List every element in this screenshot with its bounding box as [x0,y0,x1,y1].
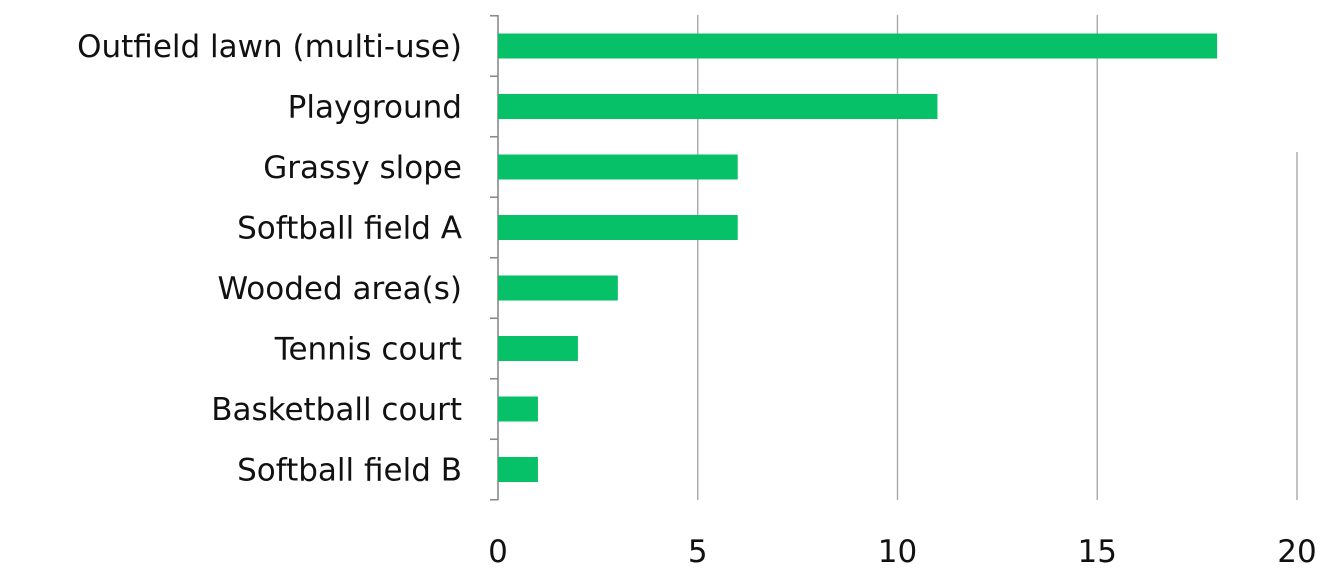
bar-softball-field-a [498,215,738,240]
y-axis [490,14,499,501]
bar-tennis-court [498,336,578,361]
bar-outfield-lawn-multi-use [498,33,1218,59]
x-tick-label: 15 [1078,534,1117,568]
category-label: Softball field A [237,211,462,247]
bar-softball-field-b [498,457,538,482]
bars [498,33,1218,482]
bar-wooded-area-s [498,275,618,301]
gridlines [697,15,1298,500]
category-labels: Outfield lawn (multi-use) Playground Grass… [77,29,462,489]
bar-basketball-court [498,396,538,422]
category-label: Tennis court [274,332,462,368]
bar-playground [498,94,938,119]
bar-grassy-slope [498,154,738,180]
x-tick-label: 20 [1277,534,1316,568]
category-label: Outfield lawn (multi-use) [77,29,462,65]
category-label: Playground [288,90,462,126]
category-label: Basketball court [211,392,462,428]
category-label: Softball field B [237,453,462,489]
category-label: Grassy slope [263,150,462,186]
category-label: Wooded area(s) [217,271,462,307]
x-tick-label: 5 [688,534,708,568]
x-tick-label: 10 [878,534,917,568]
x-tick-labels: 0 5 10 15 20 [488,534,1317,568]
x-tick-label: 0 [488,534,508,568]
